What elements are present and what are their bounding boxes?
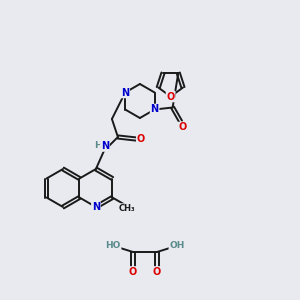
Text: OH: OH bbox=[169, 241, 185, 250]
Text: CH₃: CH₃ bbox=[119, 204, 136, 213]
Text: N: N bbox=[121, 88, 129, 98]
Text: H: H bbox=[94, 142, 102, 151]
Text: HO: HO bbox=[105, 241, 121, 250]
Text: O: O bbox=[178, 122, 187, 133]
Text: O: O bbox=[129, 267, 137, 277]
Text: N: N bbox=[101, 141, 109, 151]
Text: O: O bbox=[153, 267, 161, 277]
Text: N: N bbox=[151, 104, 159, 115]
Text: O: O bbox=[137, 134, 145, 144]
Text: N: N bbox=[92, 202, 100, 212]
Text: O: O bbox=[167, 92, 175, 101]
